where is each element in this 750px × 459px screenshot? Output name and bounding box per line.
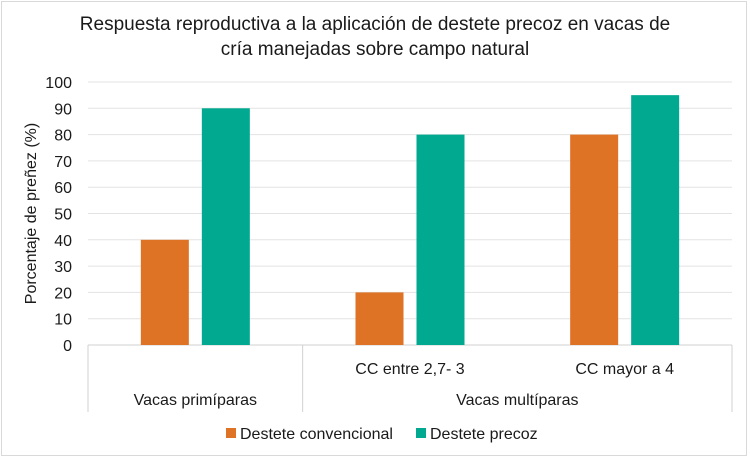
bar-destete-convencional	[355, 292, 404, 345]
y-tick-label: 100	[45, 75, 72, 92]
x-category-label: CC entre 2,7- 3	[355, 361, 464, 378]
y-tick-label: 90	[54, 101, 72, 118]
legend-label: Destete convencional	[240, 426, 393, 443]
y-tick-label: 60	[54, 180, 72, 197]
bar-destete-convencional	[570, 134, 619, 345]
x-group-label: Vacas multíparas	[456, 392, 578, 409]
chart-title: cría manejadas sobre campo natural	[221, 39, 529, 60]
bar-destete-convencional	[140, 239, 189, 345]
y-tick-label: 20	[54, 285, 72, 302]
chart-title: Respuesta reproductiva a la aplicación d…	[80, 14, 670, 35]
y-tick-label: 30	[54, 259, 72, 276]
legend-swatch	[226, 428, 236, 438]
y-axis-label: Porcentaje de preñez (%)	[23, 123, 40, 304]
x-group-label: Vacas primíparas	[134, 392, 257, 409]
y-tick-label: 0	[63, 338, 72, 355]
legend-label: Destete precoz	[430, 426, 538, 443]
legend-swatch	[416, 428, 426, 438]
bar-destete-precoz	[631, 95, 680, 346]
y-tick-label: 50	[54, 207, 72, 224]
y-tick-label: 40	[54, 233, 72, 250]
x-category-label: CC mayor a 4	[575, 361, 674, 378]
y-tick-label: 70	[54, 154, 72, 171]
bar-destete-precoz	[201, 108, 250, 345]
bar-destete-precoz	[416, 134, 465, 345]
y-tick-label: 10	[54, 312, 72, 329]
y-tick-label: 80	[54, 128, 72, 145]
